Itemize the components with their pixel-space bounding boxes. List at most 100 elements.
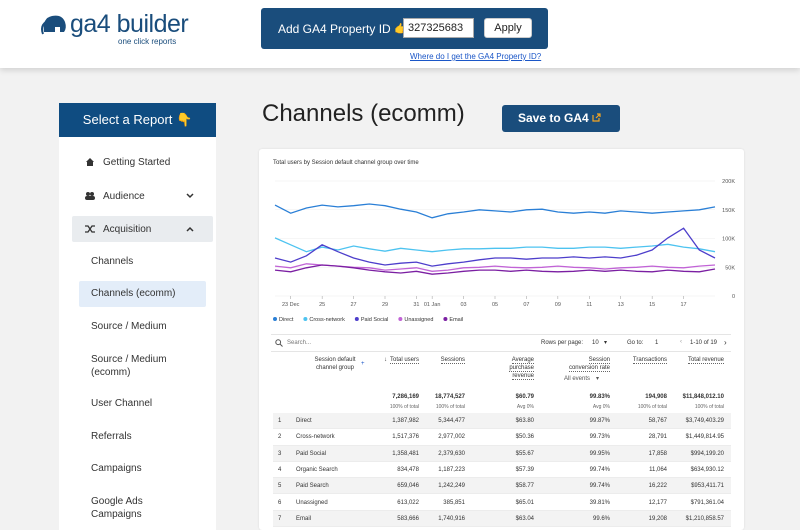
chart-title: Total users by Session default channel g…	[273, 160, 419, 166]
legend-swatch	[443, 317, 448, 321]
total-value: 194,908	[645, 394, 667, 400]
series-line	[274, 237, 716, 253]
row-cell: $634,930.12	[690, 466, 724, 473]
legend-label: Unassigned	[404, 317, 433, 323]
row-channel: Paid Search	[296, 483, 329, 490]
row-cell: 1,740,916	[438, 515, 465, 522]
row-cell: 11,064	[649, 466, 667, 473]
menu-item[interactable]: Channels	[91, 256, 134, 267]
row-cell: 1,387,982	[392, 418, 419, 424]
next-page[interactable]: ›	[724, 338, 727, 347]
total-value: 18,774,527	[434, 394, 465, 400]
total-note: Avg 0%	[592, 404, 610, 410]
logo-icon	[41, 15, 66, 35]
row-cell: $50.36	[515, 434, 534, 441]
search-icon	[275, 339, 283, 347]
total-note: 100% of total	[435, 404, 465, 410]
row-cell: 5,344,477	[438, 418, 465, 424]
row-channel: Paid Social	[296, 450, 327, 457]
column-header: Total users	[379, 356, 419, 364]
table-row	[273, 429, 731, 446]
column-header-text[interactable]: Sessions	[440, 357, 465, 364]
property-input[interactable]: 327325683	[403, 18, 474, 38]
x-tick-label: 27	[351, 302, 357, 308]
add-dimension[interactable]: +	[361, 361, 365, 367]
menu-item[interactable]: Source / Medium (ecomm)	[91, 354, 167, 378]
row-index: 7	[278, 515, 282, 522]
y-tick-label: 200K	[722, 179, 735, 185]
legend-label: Email	[449, 317, 463, 323]
total-value: $60.79	[515, 394, 534, 400]
sort-arrow: ↓	[384, 357, 387, 363]
column-header: Session conversion rate	[560, 356, 610, 372]
table-row	[273, 510, 731, 528]
row-cell: 99.87%	[589, 418, 610, 424]
x-tick-label: 25	[319, 302, 325, 308]
column-header-text[interactable]: Total revenue	[687, 357, 724, 364]
total-value: 7,286,169	[392, 394, 419, 400]
logo-tagline: one click reports	[118, 37, 177, 46]
column-header: Sessions	[425, 356, 465, 364]
total-value: 99.83%	[589, 394, 610, 400]
menu-item[interactable]: User Channel	[91, 398, 153, 409]
legend-label: Direct	[279, 317, 294, 323]
column-header-text[interactable]: Session conversion rate	[568, 357, 610, 372]
legend-item: Cross-network	[303, 317, 345, 323]
row-channel: Unassigned	[296, 499, 328, 506]
legend-swatch	[273, 317, 277, 321]
apply-button[interactable]: Apply	[484, 18, 532, 38]
x-tick-label: 13	[618, 302, 624, 308]
row-channel: Organic Search	[296, 466, 338, 473]
x-tick-label: 05	[492, 302, 498, 308]
row-channel: Cross-network	[296, 434, 335, 441]
row-cell: 1,187,223	[438, 466, 465, 473]
menu-item[interactable]: Source / Medium	[91, 321, 167, 332]
menu-item[interactable]: Campaigns	[91, 463, 142, 474]
chart: Total users by Session default channel g…	[273, 160, 735, 323]
row-index: 3	[278, 450, 282, 457]
y-tick-label: 150K	[722, 208, 735, 214]
x-tick-label: 01 Jan	[424, 302, 441, 308]
report-title: Channels (ecomm)	[262, 100, 465, 127]
x-tick-label: 29	[382, 302, 388, 308]
column-header-text[interactable]: Average purchase revenue	[509, 357, 534, 380]
save-button[interactable]: Save to GA4	[502, 105, 620, 132]
row-cell: 19,208	[648, 515, 667, 522]
row-cell: 1,358,481	[392, 450, 419, 457]
goto-input[interactable]: 1	[655, 340, 659, 346]
legend-item: Email	[443, 317, 463, 323]
menu-item[interactable]: Acquisition	[103, 224, 152, 235]
rows-select[interactable]: 10	[592, 340, 599, 346]
column-header-text[interactable]: Transactions	[632, 357, 667, 364]
x-tick-label: 15	[649, 302, 655, 308]
menu-item[interactable]: Getting Started	[103, 157, 171, 168]
row-cell: $63.04	[515, 515, 534, 522]
series-line	[274, 203, 716, 219]
menu-item[interactable]: Audience	[103, 191, 145, 202]
column-header: Transactions	[627, 356, 667, 364]
row-cell: $57.39	[515, 466, 534, 473]
row-cell: 39.81%	[589, 499, 610, 506]
help-link[interactable]: Where do I get the GA4 Property ID?	[410, 52, 542, 61]
table-row	[273, 494, 731, 511]
row-cell: $1,210,858.57	[685, 515, 724, 522]
total-note: 100% of total	[637, 404, 667, 410]
row-channel: Direct	[296, 418, 312, 424]
row-cell: 2,379,630	[438, 450, 465, 457]
prev-page[interactable]: ‹	[680, 339, 682, 345]
menu-item[interactable]: Google Ads Campaigns	[91, 496, 143, 520]
chevron-up	[186, 226, 194, 232]
menu-item[interactable]: Channels (ecomm)	[91, 288, 176, 299]
total-note: Avg 0%	[516, 404, 534, 410]
column-header-text[interactable]: Total users	[389, 357, 419, 364]
x-tick-label: 17	[681, 302, 687, 308]
search-input[interactable]: Search...	[287, 340, 312, 346]
row-index: 1	[278, 418, 282, 424]
menu-item[interactable]: Referrals	[91, 431, 132, 442]
legend-label: Cross-network	[309, 317, 345, 323]
column-header: Total revenue	[684, 356, 724, 364]
row-cell: 834,478	[397, 466, 419, 473]
series-line	[274, 227, 716, 267]
row-cell: 99.74%	[589, 483, 610, 490]
row-index: 6	[278, 499, 282, 506]
